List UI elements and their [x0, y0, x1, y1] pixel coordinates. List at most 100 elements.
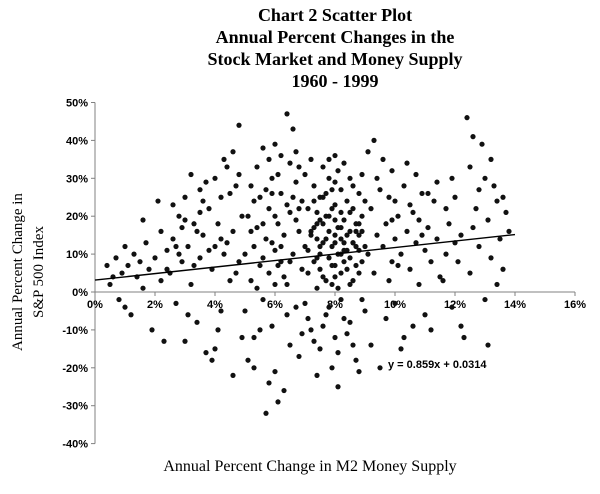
scatter-point	[314, 285, 320, 291]
scatter-point	[305, 315, 311, 322]
scatter-point	[497, 236, 503, 242]
scatter-point	[368, 206, 374, 212]
y-tick-label: 0%	[72, 287, 88, 299]
scatter-point	[251, 365, 257, 371]
scatter-point	[374, 232, 380, 238]
y-tick-label: 30%	[66, 173, 88, 185]
scatter-point	[470, 134, 476, 140]
scatter-point	[356, 221, 362, 227]
scatter-point	[491, 183, 497, 189]
scatter-point	[386, 194, 392, 200]
scatter-point	[503, 209, 509, 216]
scatter-point	[236, 171, 242, 178]
scatter-point	[314, 209, 320, 216]
scatter-point	[254, 224, 260, 231]
scatter-point	[371, 137, 377, 143]
scatter-point	[479, 141, 485, 147]
scatter-point	[299, 198, 305, 204]
scatter-point	[311, 338, 317, 344]
scatter-point	[413, 171, 419, 178]
scatter-point	[221, 156, 227, 162]
scatter-point	[332, 232, 338, 238]
y-tick-label: 40%	[66, 135, 88, 147]
x-axis-title: Annual Percent Change in M2 Money Supply	[163, 458, 457, 475]
scatter-point	[461, 334, 467, 341]
scatter-point	[284, 111, 290, 117]
scatter-point	[362, 308, 368, 314]
scatter-point	[257, 262, 263, 269]
scatter-point	[287, 209, 293, 216]
scatter-point	[332, 202, 338, 208]
chart-title-line-4: 1960 - 1999	[291, 71, 379, 91]
scatter-point	[266, 380, 272, 386]
scatter-point	[323, 312, 329, 318]
scatter-point	[152, 255, 158, 261]
scatter-point	[308, 228, 314, 234]
scatter-point	[389, 217, 395, 223]
scatter-point	[143, 240, 149, 246]
scatter-point	[191, 221, 197, 227]
scatter-point	[365, 149, 371, 155]
scatter-point	[317, 266, 323, 272]
scatter-point	[371, 270, 377, 276]
scatter-point	[488, 156, 494, 162]
scatter-point	[398, 346, 404, 352]
scatter-point	[149, 327, 155, 333]
scatter-point	[476, 243, 482, 250]
scatter-point	[341, 240, 347, 246]
scatter-point	[428, 327, 434, 333]
scatter-point	[245, 357, 251, 363]
scatter-point	[332, 179, 338, 185]
scatter-point	[347, 228, 353, 234]
scatter-point	[332, 217, 338, 223]
scatter-point	[269, 175, 275, 181]
scatter-point	[347, 209, 353, 216]
scatter-point	[218, 194, 224, 200]
scatter-point	[320, 164, 326, 170]
scatter-point	[422, 247, 428, 253]
scatter-point	[326, 213, 332, 219]
scatter-point	[341, 160, 347, 166]
scatter-point	[356, 190, 362, 197]
scatter-point	[194, 319, 200, 325]
scatter-point	[395, 213, 401, 219]
scatter-point	[230, 372, 236, 378]
scatter-point	[122, 304, 128, 310]
scatter-point	[266, 206, 272, 212]
scatter-point	[482, 175, 488, 181]
scatter-point	[248, 183, 254, 189]
scatter-point	[485, 217, 491, 223]
scatter-point	[212, 346, 218, 352]
scatter-point	[452, 194, 458, 200]
scatter-point	[203, 179, 209, 185]
scatter-point	[188, 171, 194, 178]
scatter-point	[494, 198, 500, 204]
y-axis-title-line-1: Annual Percent Change in	[10, 193, 26, 351]
scatter-point	[338, 296, 344, 303]
scatter-point	[329, 243, 335, 250]
scatter-point	[443, 206, 449, 212]
scatter-point	[359, 228, 365, 234]
scatter-point	[293, 149, 299, 155]
scatter-point	[212, 243, 218, 250]
scatter-point	[320, 323, 326, 329]
scatter-point	[299, 266, 305, 272]
scatter-point	[350, 183, 356, 189]
scatter-point	[266, 156, 272, 162]
y-tick-label: 10%	[66, 249, 88, 261]
scatter-point	[104, 262, 110, 269]
scatter-point	[320, 240, 326, 246]
scatter-point	[278, 152, 284, 159]
scatter-point	[341, 315, 347, 322]
scatter-point	[254, 164, 260, 170]
scatter-point	[359, 213, 365, 219]
scatter-point	[350, 342, 356, 348]
scatter-point	[344, 266, 350, 272]
scatter-point	[380, 156, 386, 162]
scatter-point	[350, 278, 356, 284]
scatter-point	[281, 387, 287, 394]
scatter-point	[320, 194, 326, 200]
scatter-point	[419, 190, 425, 197]
scatter-point	[194, 228, 200, 234]
scatter-point	[314, 221, 320, 227]
